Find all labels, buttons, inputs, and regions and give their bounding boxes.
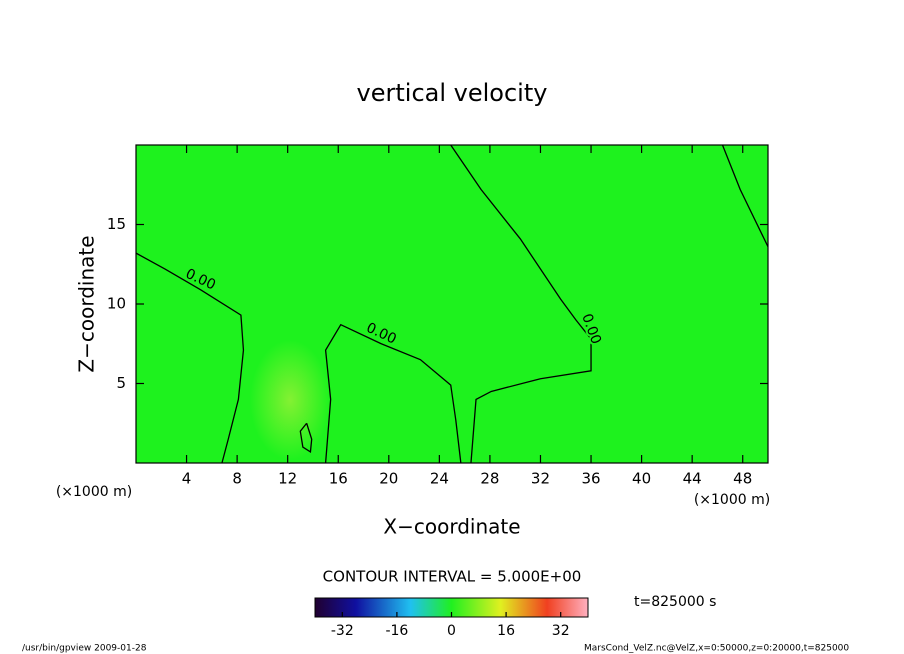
colorbar-title: CONTOUR INTERVAL = 5.000E+00	[323, 568, 582, 586]
x-tick-label: 44	[683, 470, 702, 488]
y-axis-title: Z−coordinate	[75, 235, 99, 372]
x-tick-label: 40	[632, 470, 651, 488]
x-tick-label: 48	[733, 470, 752, 488]
colorbar-tick-label: 32	[552, 623, 570, 639]
x-tick-label: 4	[182, 470, 192, 488]
footer: MarsCond_VelZ.nc@VelZ,x=0:50000,z=0:2000…	[584, 644, 849, 654]
contour-line	[450, 144, 592, 464]
unit-label: (×1000 m)	[694, 492, 770, 508]
y-tick-label: 15	[107, 215, 126, 233]
contour-line	[721, 144, 769, 248]
colorbar-tick-label: -32	[331, 623, 354, 639]
x-tick-label: 16	[329, 470, 348, 488]
x-tick-label: 8	[232, 470, 242, 488]
colorbar-tick-label: 16	[497, 623, 515, 639]
colorbar-tick-label: 0	[447, 623, 456, 639]
colorbar-tick-label: -16	[385, 623, 408, 639]
x-tick-label: 32	[531, 470, 550, 488]
chart-title: vertical velocity	[357, 79, 548, 107]
x-axis-title: X−coordinate	[383, 515, 520, 539]
y-tick-label: 10	[107, 295, 126, 313]
x-tick-label: 28	[480, 470, 499, 488]
field	[136, 145, 768, 463]
x-tick-label: 36	[581, 470, 600, 488]
contour-line	[135, 252, 245, 464]
x-tick-label: 24	[430, 470, 449, 488]
unit-label: (×1000 m)	[56, 484, 132, 500]
time-label: t=825000 s	[634, 594, 716, 610]
y-tick-label: 5	[116, 374, 126, 392]
contour-line	[299, 422, 313, 453]
x-tick-label: 12	[278, 470, 297, 488]
x-tick-label: 20	[379, 470, 398, 488]
contour-line	[324, 323, 462, 464]
footer: /usr/bin/gpview 2009-01-28	[22, 644, 147, 654]
field-highlight	[250, 340, 330, 460]
